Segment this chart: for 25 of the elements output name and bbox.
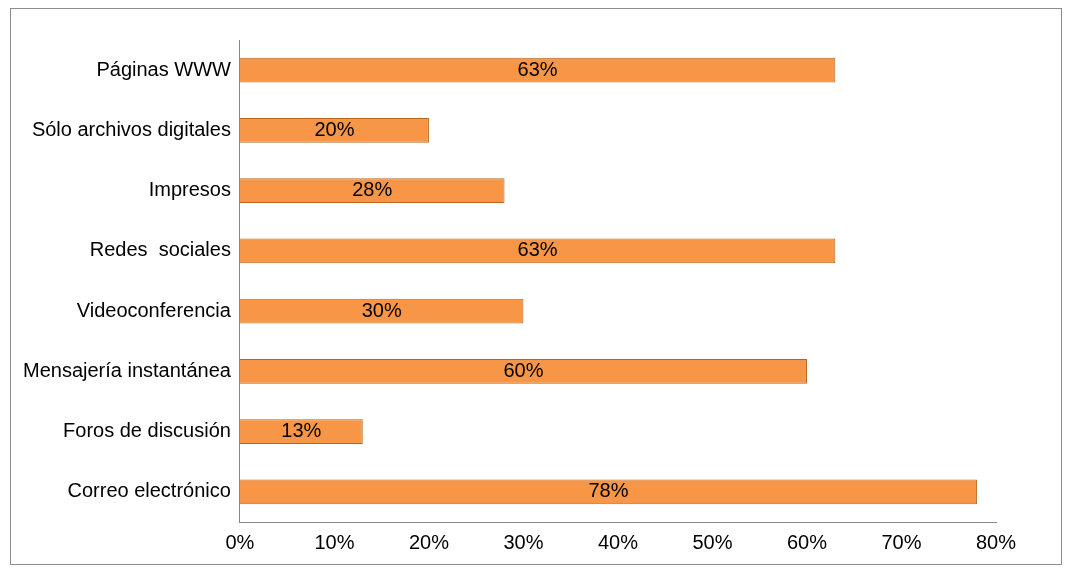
y-tick-label: Páginas WWW [96, 57, 232, 80]
x-tick-label: 70% [881, 530, 922, 553]
data-label: 60% [503, 358, 544, 381]
x-tick-label: 20% [408, 530, 450, 553]
y-tick-label: Videoconferencia [76, 298, 232, 321]
x-tick-label: 50% [692, 530, 733, 553]
y-tick-label: Correo electrónico [67, 479, 231, 502]
y-tick-label: Redes sociales [89, 238, 231, 261]
x-tick-label: 30% [503, 530, 544, 553]
data-label: 78% [588, 479, 629, 502]
y-tick-label: Sólo archivos digitales [31, 117, 231, 140]
data-label: 30% [361, 298, 402, 321]
data-label: 63% [517, 238, 558, 261]
x-tick-label: 60% [786, 530, 828, 553]
x-tick-label: 10% [314, 530, 355, 553]
data-label: 28% [352, 178, 393, 201]
x-tick-label: 0% [225, 530, 255, 553]
x-tick-label: 40% [597, 530, 639, 553]
data-label: 13% [281, 419, 322, 442]
y-tick-label: Foros de discusión [63, 419, 231, 442]
data-label: 63% [517, 57, 558, 80]
x-tick-label: 80% [975, 530, 1017, 553]
y-tick-label: Impresos [148, 178, 231, 201]
y-tick-label: Mensajería instantánea [22, 358, 232, 381]
data-label: 20% [314, 117, 355, 140]
